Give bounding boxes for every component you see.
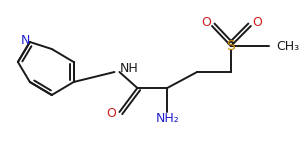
Text: CH₃: CH₃: [277, 39, 300, 52]
Text: O: O: [201, 15, 211, 28]
Text: O: O: [106, 106, 116, 119]
Text: S: S: [226, 39, 235, 53]
Text: O: O: [252, 15, 262, 28]
Text: NH: NH: [119, 62, 138, 75]
Text: N: N: [21, 34, 31, 47]
Text: NH₂: NH₂: [155, 112, 179, 125]
